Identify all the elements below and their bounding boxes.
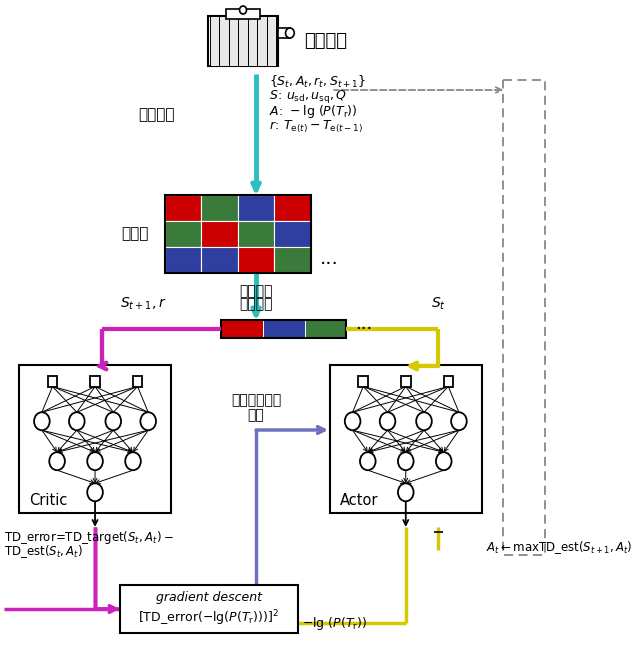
Bar	[275, 221, 311, 247]
Bar	[248, 16, 257, 66]
Circle shape	[140, 412, 156, 430]
Bar	[165, 195, 202, 221]
Text: ···: ···	[319, 255, 338, 275]
Circle shape	[49, 452, 65, 470]
Circle shape	[106, 412, 121, 430]
Text: $-\lg\,(P(T_\mathrm{r}))$: $-\lg\,(P(T_\mathrm{r}))$	[302, 615, 367, 632]
Bar	[267, 16, 276, 66]
Circle shape	[87, 452, 103, 470]
Circle shape	[398, 483, 413, 502]
Text: 更新: 更新	[248, 408, 264, 422]
Circle shape	[380, 412, 396, 430]
Bar	[165, 195, 311, 273]
Bar	[238, 16, 248, 66]
Text: TD_est$(S_t,A_t)$: TD_est$(S_t,A_t)$	[4, 543, 83, 560]
Bar	[220, 16, 229, 66]
Bar	[48, 376, 58, 387]
Circle shape	[125, 452, 141, 470]
Circle shape	[345, 412, 360, 430]
Circle shape	[285, 28, 294, 38]
Text: TD_error=TD_target$(S_t,A_t)-$: TD_error=TD_target$(S_t,A_t)-$	[4, 529, 174, 546]
Text: 数据池中: 数据池中	[239, 284, 273, 298]
Text: $[\mathrm{TD\_error}(-\lg(P(T_\mathrm{r})))]^2$: $[\mathrm{TD\_error}(-\lg(P(T_\mathrm{r}…	[138, 609, 279, 628]
Bar	[238, 195, 275, 221]
Text: ···: ···	[355, 320, 372, 338]
Bar	[202, 195, 238, 221]
Bar	[165, 247, 202, 273]
Bar	[221, 320, 346, 338]
Bar	[330, 365, 482, 513]
Bar	[275, 247, 311, 273]
Text: 数据池: 数据池	[121, 226, 148, 242]
Bar	[229, 16, 238, 66]
Text: $A_t\leftarrow$maxTD_est$(S_{t+1},A_t)$: $A_t\leftarrow$maxTD_est$(S_{t+1},A_t)$	[486, 539, 632, 556]
Text: $S_{t+1}, r$: $S_{t+1}, r$	[120, 296, 166, 312]
Text: Actor: Actor	[340, 493, 379, 508]
Bar	[208, 16, 278, 66]
Circle shape	[34, 412, 50, 430]
Bar	[238, 221, 275, 247]
Bar	[19, 365, 171, 513]
Bar	[257, 16, 267, 66]
Text: $A\!:\,-\lg\,(P(T_\mathrm{r}))$: $A\!:\,-\lg\,(P(T_\mathrm{r}))$	[269, 104, 358, 121]
Bar	[120, 585, 298, 633]
Circle shape	[69, 412, 84, 430]
Bar	[165, 221, 202, 247]
Text: $\{S_t, A_t, r_t, S_{t+1}\}$: $\{S_t, A_t, r_t, S_{t+1}\}$	[269, 74, 365, 90]
Bar	[263, 320, 305, 338]
Circle shape	[416, 412, 432, 430]
Bar	[238, 247, 275, 273]
Text: $S\!:\,u_{\mathrm{sd}}, u_{\mathrm{sq}}, Q$: $S\!:\,u_{\mathrm{sd}}, u_{\mathrm{sq}},…	[269, 88, 347, 106]
Bar	[358, 376, 368, 387]
Bar	[221, 320, 263, 338]
Bar	[275, 195, 311, 221]
Circle shape	[239, 6, 246, 14]
Bar	[202, 221, 238, 247]
Bar	[90, 376, 100, 387]
Bar	[202, 247, 238, 273]
Text: $S_t$: $S_t$	[431, 296, 446, 312]
Text: 原始数据: 原始数据	[138, 108, 175, 123]
Text: 随机取样: 随机取样	[239, 297, 273, 311]
Bar	[444, 376, 453, 387]
Circle shape	[87, 483, 103, 502]
Text: 权重与偏移量: 权重与偏移量	[231, 393, 281, 407]
Text: $r\!:\,T_{\mathrm{e}(t)}-T_{\mathrm{e}(t-1)}$: $r\!:\,T_{\mathrm{e}(t)}-T_{\mathrm{e}(t…	[269, 119, 363, 135]
Circle shape	[398, 452, 413, 470]
Bar	[132, 376, 142, 387]
Bar	[226, 9, 260, 19]
Text: Critic: Critic	[29, 493, 68, 508]
Bar	[504, 80, 545, 555]
Bar	[212, 58, 273, 66]
Bar	[278, 28, 290, 38]
Bar	[210, 16, 220, 66]
Text: gradient descent: gradient descent	[156, 591, 262, 605]
Circle shape	[451, 412, 467, 430]
Text: 异步电机: 异步电机	[304, 32, 347, 50]
Circle shape	[436, 452, 452, 470]
Circle shape	[360, 452, 376, 470]
Bar	[305, 320, 346, 338]
Bar	[401, 376, 410, 387]
